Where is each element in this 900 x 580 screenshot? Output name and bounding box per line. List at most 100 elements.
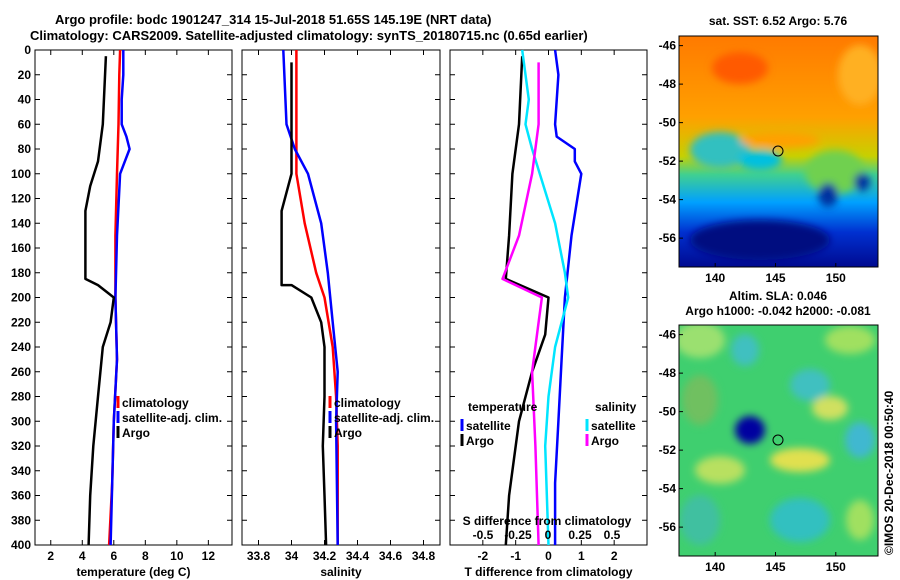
temperature-xtick-label: 12 [202, 549, 216, 563]
temperature-series-argo [84, 56, 116, 546]
difference-xlabel: T difference from climatology [464, 565, 632, 579]
panel-difference: -2 -1 0 1 2 T difference from climatology temp… [449, 49, 648, 579]
temperature-legend-label: Argo [122, 426, 150, 440]
diff-legend-label: Argo [591, 434, 619, 448]
sst-argo-marker [772, 145, 784, 157]
depth-tick-label: 380 [11, 513, 31, 527]
legend-salinity-title: salinity [595, 400, 637, 414]
depth-tick-label: 60 [18, 117, 32, 131]
sla_map-ytick-label: -46 [659, 328, 677, 342]
salinity-series-argo [280, 62, 328, 546]
sla-map: Altim. SLA: 0.046 Argo h1000: -0.042 h20… [678, 289, 879, 557]
sla_map-xtick-label: 140 [705, 560, 725, 574]
salinity-xtick-label: 34.6 [379, 549, 403, 563]
depth-tick-label: 120 [11, 192, 31, 206]
depth-tick-label: 400 [11, 538, 31, 552]
sla_map-ytick-label: -56 [659, 520, 677, 534]
depth-tick-label: 280 [11, 390, 31, 404]
panel-temperature: 2 4 6 8 10 12 temperature (deg C) 0 20 40 60 80 100 1… [11, 43, 233, 579]
difference-xtick-label: 2 [611, 549, 618, 563]
sst_map-ytick-label: -48 [659, 77, 677, 91]
panel-salinity: 33.8 34 34.2 34.4 34.6 34.8 salinity climatolog… [241, 49, 441, 579]
salinity-xtick-label: 34.4 [346, 549, 370, 563]
depth-tick-label: 200 [11, 291, 31, 305]
sla-argo-marker [772, 434, 784, 446]
temperature-series-satellite-adj-clim- [109, 50, 131, 546]
sst-map: sat. SST: 6.52 Argo: 5.76 [678, 14, 879, 268]
sst_map-ytick-label: -50 [659, 116, 677, 130]
diff-legend-label: satellite [466, 419, 511, 433]
depth-tick-label: 340 [11, 464, 31, 478]
diff-legend-label: Argo [466, 434, 494, 448]
sst_map-ytick-label: -52 [659, 154, 677, 168]
depth-tick-label: 180 [11, 266, 31, 280]
salinity-legend-label: satellite-adj. clim. [334, 411, 434, 425]
sst_map-ytick-label: -56 [659, 231, 677, 245]
difference-xtick-label: 1 [578, 549, 585, 563]
sla_map-ytick-label: -48 [659, 366, 677, 380]
temperature-xlabel: temperature (deg C) [76, 565, 190, 579]
sst_map-ytick-label: -46 [659, 39, 677, 53]
depth-tick-label: 0 [24, 43, 31, 57]
sla-map-image [679, 325, 878, 556]
sst-map-image [679, 36, 878, 267]
sla_map-xtick-label: 145 [765, 560, 785, 574]
difference-series-temperature-satellite [553, 49, 583, 545]
salinity-xtick-label: 34 [285, 549, 299, 563]
salinity-series-climatology [295, 50, 339, 545]
title-line-2: Climatology: CARS2009. Satellite-adjuste… [30, 28, 588, 43]
difference-series-salinity-satellite [520, 49, 570, 546]
sla_map-ytick-label: -50 [659, 405, 677, 419]
depth-tick-label: 360 [11, 489, 31, 503]
temperature-xtick-label: 8 [142, 549, 149, 563]
salinity-legend-label: climatology [334, 396, 401, 410]
salinity-xtick-label: 33.8 [247, 549, 271, 563]
sst_map-xtick-label: 140 [705, 271, 725, 285]
secondary-axis-tick-label: 0.5 [604, 528, 621, 542]
salinity-xtick-label: 34.8 [412, 549, 436, 563]
depth-tick-label: 220 [11, 315, 31, 329]
depth-tick-label: 20 [18, 68, 32, 82]
salinity-legend-label: Argo [334, 426, 362, 440]
sst_map-xtick-label: 145 [765, 271, 785, 285]
legend-temperature-title: temperature [468, 400, 538, 414]
sla_map-ytick-label: -54 [659, 482, 677, 496]
depth-tick-label: 260 [11, 365, 31, 379]
temperature-legend-label: satellite-adj. clim. [122, 411, 222, 425]
diff-legend-label: satellite [591, 419, 636, 433]
sla-map-subtitle: Argo h1000: -0.042 h2000: -0.081 [685, 304, 871, 318]
watermark: ©IMOS 20-Dec-2018 00:50:40 [882, 390, 896, 555]
secondary-axis-tick-label: 0 [545, 528, 552, 542]
depth-tick-label: 240 [11, 340, 31, 354]
sst_map-ytick-label: -54 [659, 193, 677, 207]
depth-tick-label: 100 [11, 167, 31, 181]
temperature-legend-label: climatology [122, 396, 189, 410]
sla-map-title: Altim. SLA: 0.046 [729, 289, 827, 303]
sla_map-axes: 140 145 150 -46 -48 -50 -52 -54 -56 [659, 328, 846, 574]
sst_map-xtick-label: 150 [826, 271, 846, 285]
sla_map-ytick-label: -52 [659, 443, 677, 457]
temperature-xtick-label: 2 [47, 549, 54, 563]
salinity-xlabel: salinity [320, 565, 362, 579]
temperature-frame [34, 49, 233, 546]
temperature-xtick-label: 10 [170, 549, 184, 563]
salinity-frame [241, 49, 441, 546]
difference-series-salinity-argo [501, 62, 544, 546]
temperature-xtick-label: 6 [110, 549, 117, 563]
secondary-axis-label: S difference from climatology [463, 514, 632, 528]
sst_map-axes: 140 145 150 -46 -48 -50 -52 -54 -56 [659, 39, 846, 285]
depth-tick-label: 300 [11, 414, 31, 428]
depth-tick-label: 80 [18, 142, 32, 156]
difference-series-temperature-argo [504, 56, 550, 546]
title-line-1: Argo profile: bodc 1901247_314 15-Jul-20… [55, 12, 492, 27]
depth-tick-label: 140 [11, 216, 31, 230]
depth-tick-label: 160 [11, 241, 31, 255]
secondary-axis-tick-label: -0.5 [473, 528, 494, 542]
sst-map-title: sat. SST: 6.52 Argo: 5.76 [709, 14, 848, 28]
difference-xtick-label: 0 [545, 549, 552, 563]
difference-xtick-label: -2 [477, 549, 488, 563]
secondary-axis-tick-label: -0.25 [504, 528, 532, 542]
salinity-xtick-label: 34.2 [313, 549, 337, 563]
depth-tick-label: 40 [18, 93, 32, 107]
